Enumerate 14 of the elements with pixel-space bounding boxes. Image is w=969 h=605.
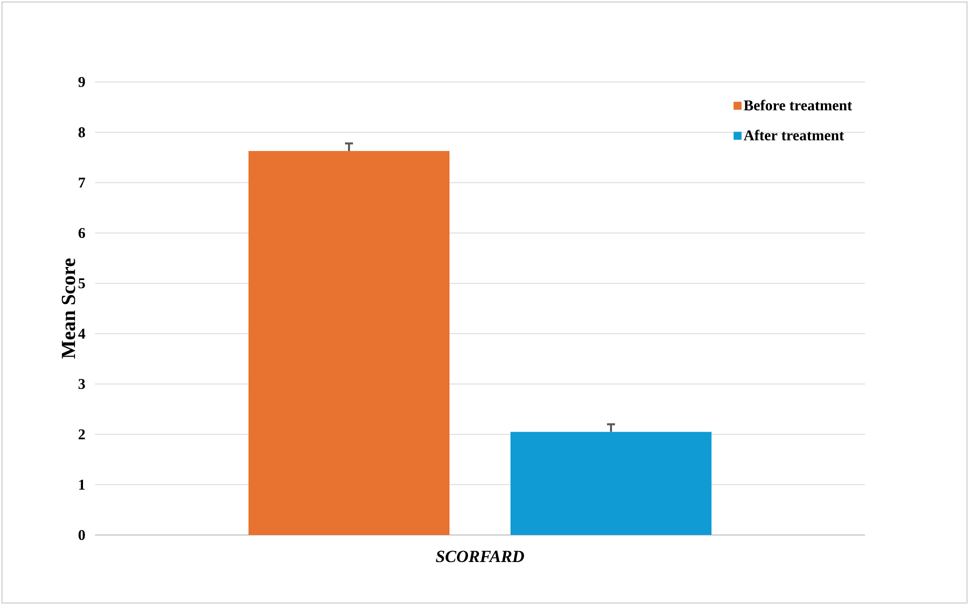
y-tick-label: 2 (78, 429, 85, 440)
y-tick-label: 0 (78, 530, 85, 540)
y-tick-label: 5 (78, 278, 85, 288)
x-tick-label: SCORFARD (436, 550, 524, 562)
y-tick-label: 6 (78, 228, 86, 238)
y-tick-label: 7 (78, 178, 86, 188)
y-tick-label: 8 (78, 127, 85, 138)
legend-label: After treatment (744, 130, 844, 140)
y-tick-label: 9 (78, 76, 85, 88)
y-tick-label: 4 (78, 328, 86, 339)
y-axis-title: Mean Score (62, 258, 76, 359)
legend-label: Before treatment (744, 100, 852, 110)
y-tick-label: 1 (79, 480, 85, 490)
y-tick-label: 3 (78, 378, 85, 390)
